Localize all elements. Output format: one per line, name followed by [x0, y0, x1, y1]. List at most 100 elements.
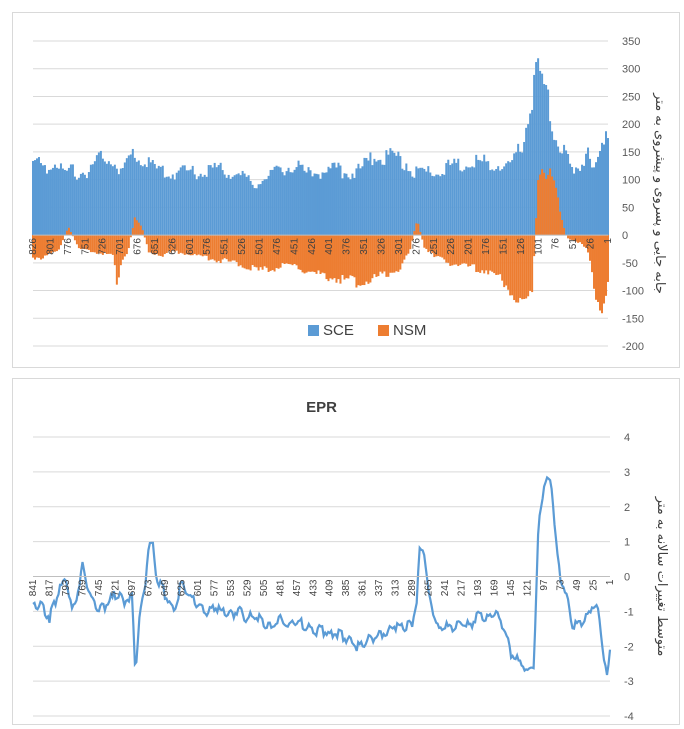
- x-tick-label: 529: [242, 579, 253, 596]
- sce-bar: [341, 178, 344, 236]
- sce-bar: [57, 168, 60, 236]
- nsm-bar: [601, 235, 604, 314]
- sce-bar: [481, 161, 484, 236]
- nsm-bar: [271, 235, 274, 271]
- nsm-bar: [217, 235, 220, 261]
- x-tick-label: 817: [44, 579, 55, 596]
- nsm-bar: [179, 235, 182, 253]
- nsm-bar: [219, 235, 222, 264]
- sce-bar: [299, 164, 302, 236]
- nsm-bar: [349, 235, 352, 276]
- sce-bar: [533, 74, 536, 236]
- x-tick-label: 265: [424, 579, 435, 596]
- x-tick-group: 751: [80, 238, 91, 255]
- nsm-bar: [265, 235, 268, 268]
- nsm-bar: [173, 235, 176, 252]
- sce-bar: [433, 176, 436, 236]
- sce-bar: [291, 172, 294, 236]
- nsm-bar: [361, 235, 364, 286]
- nsm-bar: [545, 178, 548, 236]
- sce-bar: [357, 163, 360, 236]
- sce-bar: [241, 170, 244, 236]
- nsm-bar: [517, 235, 520, 303]
- nsm-bar: [79, 235, 82, 250]
- nsm-bar: [283, 235, 286, 264]
- nsm-bar: [109, 235, 112, 254]
- x-tick-label: 626: [167, 238, 178, 255]
- x-tick-group: 385: [341, 579, 352, 596]
- sce-bar: [429, 172, 432, 236]
- sce-bar: [221, 170, 224, 236]
- nsm-bar: [411, 235, 414, 241]
- nsm-bar: [607, 235, 609, 282]
- nsm-bar: [475, 235, 478, 273]
- nsm-bar: [433, 235, 436, 258]
- x-tick-label: 601: [185, 238, 196, 255]
- nsm-bar: [55, 235, 58, 252]
- nsm-bar: [549, 168, 552, 236]
- sce-bar: [517, 143, 520, 236]
- sce-bar: [99, 150, 102, 236]
- sce-bar: [603, 144, 606, 236]
- x-tick-label: 301: [394, 238, 405, 255]
- sce-bar: [327, 166, 330, 236]
- nsm-bar: [373, 235, 376, 275]
- nsm-bar: [307, 235, 310, 272]
- nsm-bar: [103, 235, 106, 253]
- sce-bar: [49, 169, 52, 236]
- x-tick-label: 351: [359, 238, 370, 255]
- sce-bar: [459, 170, 462, 236]
- nsm-bar: [241, 235, 244, 268]
- nsm-bar: [569, 235, 572, 240]
- sce-bar: [273, 166, 276, 236]
- x-tick-label: 26: [586, 238, 597, 250]
- sce-bar: [371, 165, 374, 236]
- nsm-bar: [423, 235, 426, 248]
- sce-bar: [475, 154, 478, 236]
- nsm-bar: [419, 231, 422, 236]
- x-tick-label: 433: [308, 579, 319, 596]
- sce-bar: [69, 164, 72, 236]
- nsm-bar: [563, 227, 566, 236]
- sce-bar: [295, 167, 298, 236]
- x-tick-label: 169: [490, 579, 501, 596]
- nsm-bar: [303, 235, 306, 274]
- x-tick-label: 289: [407, 579, 418, 596]
- nsm-bar: [127, 235, 130, 249]
- x-tick-label: 769: [77, 579, 88, 596]
- nsm-bar: [363, 235, 366, 286]
- nsm-bar: [403, 235, 406, 260]
- x-tick-group: 476: [272, 238, 283, 255]
- sce-bar: [55, 167, 58, 236]
- nsm-bar: [443, 235, 446, 260]
- x-tick-label: 326: [376, 238, 387, 255]
- nsm-bar: [253, 235, 256, 267]
- nsm-bar: [555, 187, 558, 236]
- x-tick-label: 121: [523, 579, 534, 596]
- sce-bar: [601, 142, 604, 236]
- sce-bar: [349, 179, 352, 236]
- legend-entry: SCE: [323, 322, 354, 339]
- sce-bar: [187, 170, 190, 236]
- nsm-bar: [165, 235, 168, 253]
- sce-bar: [167, 176, 170, 236]
- nsm-bar: [387, 235, 390, 277]
- nsm-bar: [53, 235, 56, 252]
- sce-bar: [75, 179, 78, 236]
- nsm-bar: [41, 235, 44, 259]
- sce-bar: [169, 178, 172, 236]
- x-tick-label: 97: [539, 579, 550, 591]
- sce-bar: [323, 172, 326, 236]
- x-tick-label: 176: [481, 238, 492, 255]
- x-tick-group: 651: [150, 238, 161, 255]
- sce-bar: [493, 170, 496, 236]
- sce-bar: [333, 162, 336, 236]
- sce-bar: [559, 152, 562, 236]
- sce-bar: [359, 168, 362, 236]
- nsm-bar: [215, 235, 218, 263]
- sce-bar: [329, 168, 332, 236]
- nsm-bar: [289, 235, 292, 265]
- nsm-bar: [295, 235, 298, 266]
- nsm-bar: [257, 235, 260, 271]
- nsm-bar: [107, 235, 110, 254]
